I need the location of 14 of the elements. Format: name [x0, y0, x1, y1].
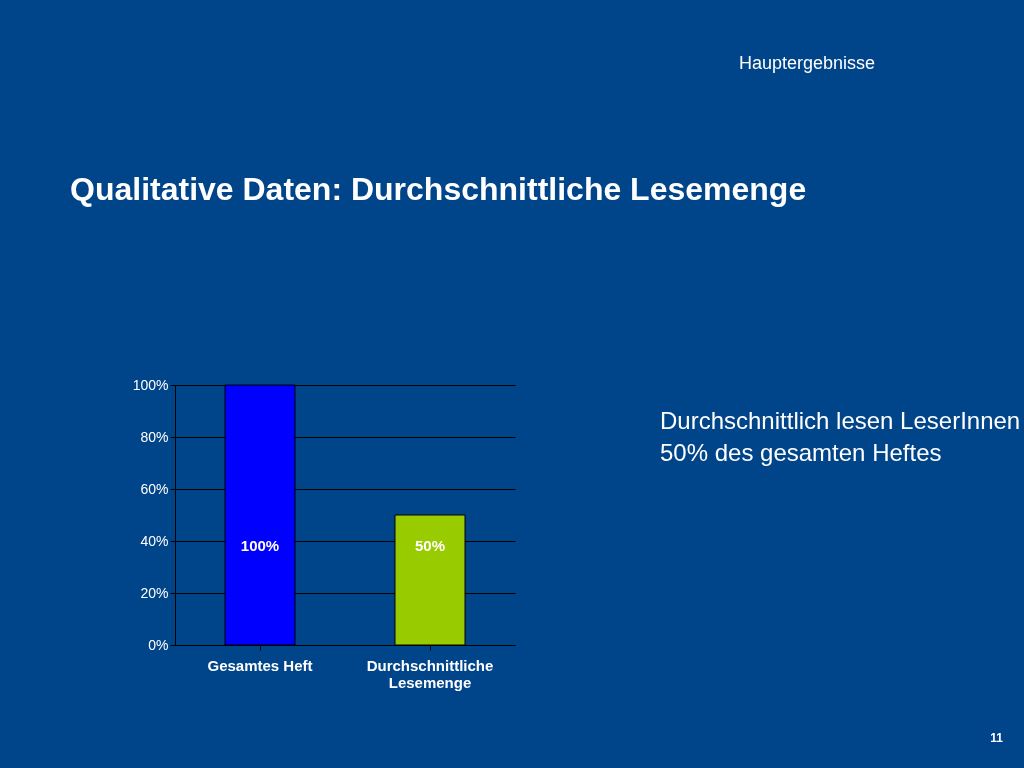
x-tick-label: Gesamtes Heft	[207, 656, 313, 674]
text: Hauptergebnisse	[738, 53, 875, 73]
text: 11	[990, 731, 1004, 745]
y-tick-label: 40%	[140, 532, 169, 549]
y-tick-label: 60%	[140, 480, 169, 497]
text: Durchschnittlich lesen LeserInnen 50% des gesamten Heftes	[660, 407, 1021, 466]
chart-title: Qualitative Daten: Durchschnittliche Lesemenge	[70, 171, 807, 207]
y-tick-label: 0%	[148, 636, 169, 653]
data-label: 100%	[240, 537, 280, 555]
y-tick-label: 80%	[140, 428, 169, 445]
x-tick-label: Durchschnittliche Lesemenge	[366, 656, 494, 691]
y-tick-label: 100%	[132, 376, 169, 393]
data-label: 50%	[414, 537, 446, 555]
y-tick-label: 20%	[140, 584, 169, 601]
